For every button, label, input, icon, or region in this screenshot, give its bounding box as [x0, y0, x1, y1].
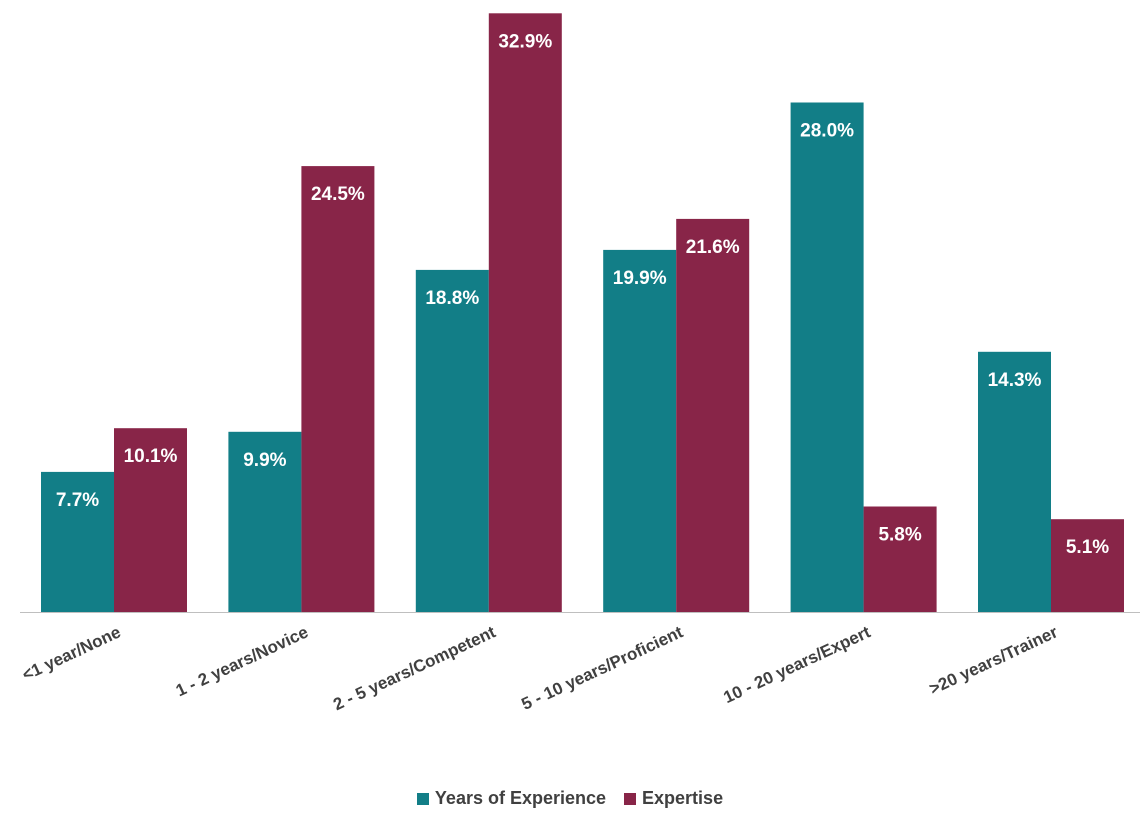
legend-label-series-1: Expertise	[642, 788, 724, 808]
category-label-0: <1 year/None	[19, 622, 123, 684]
bars-group	[41, 13, 1124, 613]
data-label-series-1-cat-0: 10.1%	[124, 446, 178, 467]
data-label-series-1-cat-2: 32.9%	[498, 31, 552, 52]
bar-series-0-cat-2	[415, 269, 489, 612]
data-label-series-1-cat-3: 21.6%	[686, 237, 740, 258]
data-label-series-0-cat-3: 19.9%	[613, 268, 667, 289]
bar-series-1-cat-4	[863, 506, 937, 612]
category-label-4: 10 - 20 years/Expert	[721, 622, 874, 707]
bar-series-0-cat-0	[41, 471, 114, 612]
category-label-3: 5 - 10 years/Proficient	[519, 622, 687, 714]
legend-swatch-series-1	[624, 792, 637, 805]
data-label-series-0-cat-5: 14.3%	[988, 370, 1042, 391]
legend-item-series-0: Years of Experience	[416, 788, 607, 809]
data-labels-group: 7.7% 9.9% 18.8% 19.9% 28.0% 14.3% 10.1% 24.5% 32…	[56, 31, 1109, 558]
bar-series-0-cat-4	[790, 102, 864, 612]
bar-series-0-cat-3	[603, 249, 677, 612]
bar-series-1-cat-3	[676, 218, 750, 612]
bar-series-1-cat-0	[114, 428, 187, 612]
bar-series-0-cat-5	[978, 351, 1051, 612]
legend-swatch-series-0	[416, 792, 429, 805]
legend-item-series-1: Expertise	[624, 788, 723, 809]
data-label-series-1-cat-1: 24.5%	[311, 184, 365, 205]
data-label-series-0-cat-1: 9.9%	[243, 450, 286, 471]
category-label-2: 2 - 5 years/Competent	[330, 622, 498, 714]
bar-series-1-cat-1	[301, 166, 375, 612]
category-label-5: >20 years/Trainer	[926, 622, 1061, 698]
legend: Years of Experience Expertise	[0, 788, 1140, 809]
category-labels-group: <1 year/None 1 - 2 years/Novice 2 - 5 year…	[19, 622, 1061, 714]
legend-label-series-0: Years of Experience	[434, 788, 607, 808]
bar-chart: 7.7% 9.9% 18.8% 19.9% 28.0% 14.3% 10.1% 24.5% 32…	[19, 13, 1140, 714]
data-label-series-1-cat-4: 5.8%	[878, 525, 921, 546]
bar-series-1-cat-2	[488, 13, 562, 613]
data-label-series-0-cat-4: 28.0%	[800, 121, 854, 142]
category-label-1: 1 - 2 years/Novice	[173, 622, 311, 700]
data-label-series-0-cat-0: 7.7%	[56, 490, 99, 511]
data-label-series-0-cat-2: 18.8%	[425, 288, 479, 309]
data-label-series-1-cat-5: 5.1%	[1066, 537, 1109, 558]
bar-series-0-cat-1	[228, 431, 302, 612]
bar-series-1-cat-5	[1051, 519, 1124, 612]
